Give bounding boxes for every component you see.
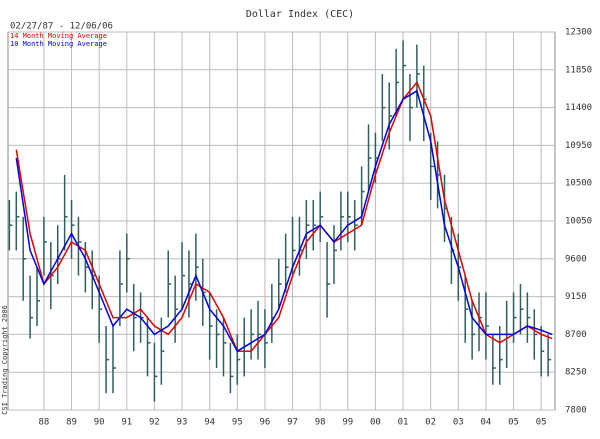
x-tick-label: 05 [508, 418, 519, 428]
chart-title: Dollar Index (CEC) [246, 9, 354, 20]
x-tick-label: 00 [370, 418, 381, 428]
x-tick-label: 89 [66, 418, 77, 428]
x-tick-label: 91 [121, 418, 132, 428]
y-tick-label: 10500 [565, 179, 592, 189]
y-tick-label: 10050 [565, 217, 592, 227]
x-tick-label: 03 [453, 418, 464, 428]
x-tick-label: 99 [342, 418, 353, 428]
x-tick-label: 04 [481, 418, 492, 428]
moving-average-line [15, 89, 553, 353]
x-tick-label: 96 [260, 418, 271, 428]
moving-average-line [15, 80, 553, 352]
x-tick-label: 98 [315, 418, 326, 428]
x-tick-label: 94 [204, 418, 215, 428]
x-tick-label: 93 [177, 418, 188, 428]
x-tick-label: 92 [149, 418, 160, 428]
y-tick-label: 7800 [565, 406, 587, 416]
x-tick-label: 88 [38, 418, 49, 428]
x-tick-label: 90 [94, 418, 105, 428]
x-tick-label: 02 [425, 418, 436, 428]
x-tick-label: 95 [232, 418, 243, 428]
y-tick-label: 12300 [565, 28, 592, 38]
y-tick-label: 11850 [565, 65, 592, 75]
y-tick-label: 9600 [565, 254, 587, 264]
y-tick-label: 8250 [565, 368, 587, 378]
legend-entry: 10 Month Moving Average [10, 40, 107, 48]
date-range: 02/27/87 - 12/06/06 [10, 22, 113, 32]
y-tick-label: 10950 [565, 141, 592, 151]
legend-entry: 14 Month Moving Average [10, 32, 107, 40]
x-tick-label: 05 [536, 418, 547, 428]
copyright: CSI Trading Copyright 2006 [1, 305, 9, 415]
y-tick-label: 9150 [565, 292, 587, 302]
x-tick-label: 01 [398, 418, 409, 428]
y-tick-label: 11400 [565, 103, 592, 113]
x-tick-label: 97 [287, 418, 298, 428]
y-tick-label: 8700 [565, 330, 587, 340]
